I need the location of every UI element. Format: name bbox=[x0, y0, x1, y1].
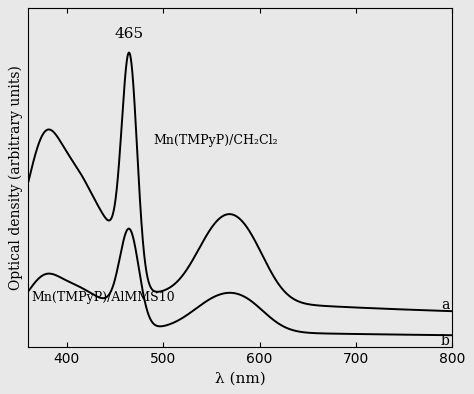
Text: 465: 465 bbox=[114, 27, 144, 41]
X-axis label: λ (nm): λ (nm) bbox=[215, 372, 266, 386]
Text: Mn(TMPyP)/AlMMS10: Mn(TMPyP)/AlMMS10 bbox=[31, 291, 175, 304]
Text: Mn(TMPyP)/CH₂Cl₂: Mn(TMPyP)/CH₂Cl₂ bbox=[154, 134, 278, 147]
Text: a: a bbox=[441, 298, 449, 312]
Y-axis label: Optical density (arbitrary units): Optical density (arbitrary units) bbox=[9, 65, 23, 290]
Text: b: b bbox=[441, 334, 449, 348]
